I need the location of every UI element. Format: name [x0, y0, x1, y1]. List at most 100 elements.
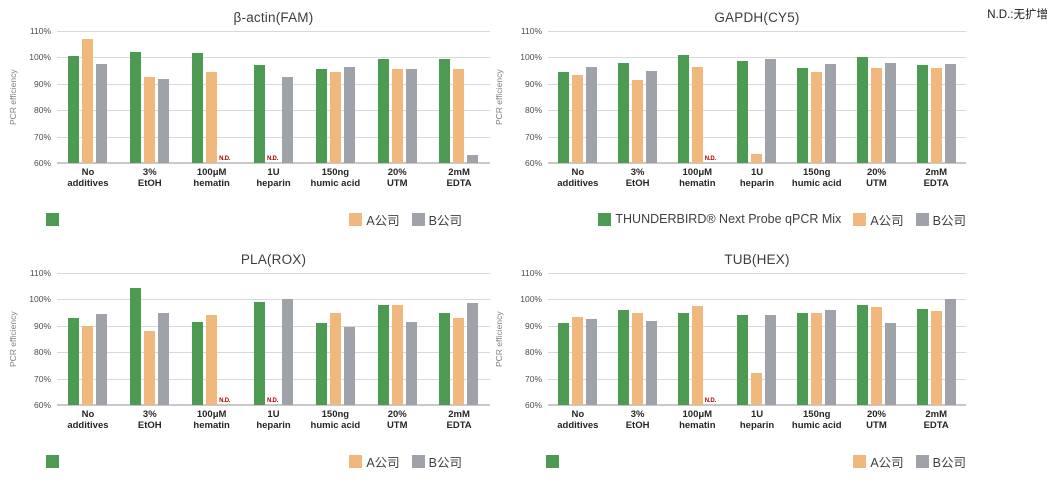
x-axis-label: 150ng humic acid [310, 409, 361, 432]
bar [377, 304, 389, 405]
x-axis-line [548, 162, 966, 164]
x-axis-line [57, 404, 490, 406]
legend: THUNDERBIRD® Next Probe qPCR Mix A公司 B公司 [468, 210, 1026, 228]
bar-group [68, 273, 108, 405]
legend-label-series2: A公司 [870, 213, 904, 228]
legend-swatch-series1 [546, 454, 559, 468]
bar [82, 38, 94, 163]
legend-item-series3: B公司 [411, 452, 462, 471]
bar [82, 325, 94, 405]
y-tick-label: 90% [33, 320, 51, 331]
bar-group [315, 31, 355, 163]
bar-group [439, 273, 479, 405]
bar [329, 71, 341, 163]
legend-label-series1: THUNDERBIRD® Next Probe qPCR Mix [615, 212, 842, 226]
bar [206, 71, 218, 163]
x-axis-label: 1U heparin [256, 409, 291, 432]
y-tick-label: 70% [524, 373, 542, 384]
bar-group [916, 273, 956, 405]
x-axis-label: 2mM EDTA [923, 409, 949, 432]
bar [144, 331, 156, 405]
bar-group [377, 273, 417, 405]
y-tick-label: 100% [520, 294, 542, 305]
legend-group-right: A公司 B公司 [853, 452, 966, 471]
chart-panel-gapdh-cy5: GAPDH(CY5) PCR efficiency 110% 100% 90% 80%… [468, 2, 1026, 240]
chart-title: PLA(ROX) [240, 252, 307, 267]
x-axis-label: No additives [557, 167, 599, 190]
y-tick-label: 70% [33, 373, 51, 384]
legend-label-series3: B公司 [932, 455, 966, 470]
bar-group [797, 31, 837, 163]
bar [453, 69, 465, 163]
legend: A公司 B公司 [0, 452, 522, 470]
y-tick-label: 110% [520, 268, 542, 278]
x-axis-label: 150ng humic acid [310, 167, 361, 190]
chart-panel-beta-actin-fam: β-actin(FAM) PCR efficiency 110% 100% 90% 8… [0, 2, 522, 240]
bar [391, 69, 403, 163]
legend: A公司 B公司 [0, 210, 522, 228]
bar [765, 315, 777, 405]
y-tick-label: 90% [33, 78, 51, 89]
legend-label-series3: B公司 [428, 455, 462, 470]
nd-slot: N.D. [267, 273, 279, 405]
bar [405, 321, 417, 405]
legend-item-series3: B公司 [411, 210, 462, 229]
bar [130, 52, 142, 163]
bar [691, 306, 703, 405]
gridline [57, 136, 490, 138]
x-axis-label: 20% UTM [386, 167, 408, 190]
x-axis-label: 150ng humic acid [791, 167, 842, 190]
gridline [548, 325, 966, 327]
bar [68, 56, 80, 163]
legend-swatch-series1 [46, 212, 59, 226]
gridline [548, 57, 966, 59]
nd-label: N.D. [219, 156, 231, 162]
bar [343, 327, 355, 405]
bar [68, 317, 80, 405]
bar [558, 323, 570, 405]
bar [96, 64, 108, 163]
y-tick-label: 60% [33, 158, 51, 168]
bar [586, 319, 598, 405]
plot-area: 110% 100% 90% 80% 70% 60% N.D. [520, 268, 966, 410]
x-axis-label: 3% EtOH [137, 167, 162, 190]
y-tick-label: 110% [520, 26, 542, 36]
gridline [57, 352, 490, 354]
gridline [57, 378, 490, 380]
bar [439, 58, 451, 163]
legend-swatch-series1 [46, 454, 59, 468]
y-tick-label: 80% [33, 105, 51, 116]
bar-group [797, 273, 837, 405]
gridline [548, 110, 966, 112]
bar [405, 69, 417, 163]
x-axis-label: 100μM hematin [193, 167, 230, 190]
bar-group [68, 31, 108, 163]
bar [618, 310, 630, 405]
x-axis-label: No additives [67, 167, 109, 190]
gridline [57, 110, 490, 112]
y-tick-label: 110% [29, 268, 51, 278]
gridline [548, 352, 966, 354]
legend-item-series2: A公司 [853, 210, 904, 229]
x-axis-line [57, 162, 490, 164]
y-axis-label: PCR efficiency [494, 69, 504, 125]
bar-group [916, 31, 956, 163]
bar [632, 312, 644, 405]
bar [737, 315, 749, 405]
gridline [548, 273, 966, 274]
x-axis-label: 100μM hematin [679, 167, 716, 190]
bar-group [856, 273, 896, 405]
x-axis-label: 100μM hematin [679, 409, 716, 432]
x-axis-label: No additives [67, 409, 109, 432]
legend-item-series1: THUNDERBIRD® Next Probe qPCR Mix [598, 212, 841, 226]
bar [315, 69, 327, 163]
bar-group: N.D. [253, 31, 293, 163]
x-axis-label: 150ng humic acid [791, 409, 842, 432]
bar [192, 321, 204, 405]
bar-group [618, 31, 658, 163]
bar [751, 153, 763, 163]
bar [558, 71, 570, 163]
nd-label: N.D. [266, 156, 279, 162]
legend-item-series2: A公司 [349, 210, 400, 229]
bar [677, 312, 689, 405]
